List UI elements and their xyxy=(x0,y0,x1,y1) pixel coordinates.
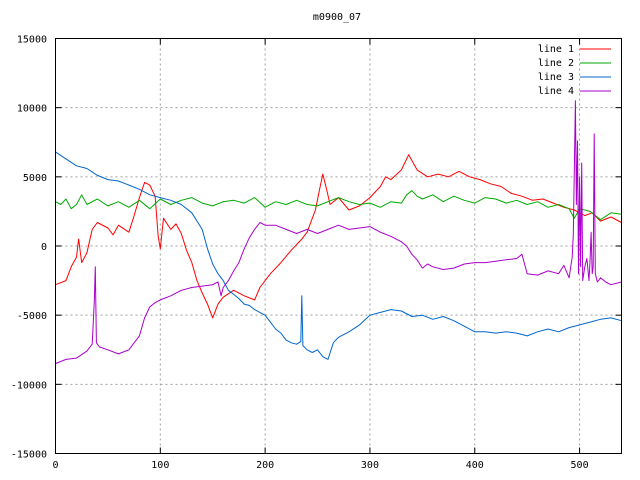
chart-title: m0900_07 xyxy=(313,12,361,23)
legend-label: line 3 xyxy=(538,72,574,83)
series-line-1 xyxy=(55,154,622,319)
x-tick-label: 300 xyxy=(361,460,379,471)
series-line-3 xyxy=(55,151,622,360)
legend-label: line 4 xyxy=(538,86,574,97)
y-tick-label: 5000 xyxy=(23,173,47,184)
legend-label: line 1 xyxy=(538,44,574,55)
grid xyxy=(55,38,622,454)
y-tick-label: -10000 xyxy=(11,380,47,391)
y-tick-label: 15000 xyxy=(17,35,47,46)
series-line-2 xyxy=(55,190,622,221)
legend-label: line 2 xyxy=(538,58,574,69)
legend: line 1 line 2 line 3 line 4 xyxy=(538,44,611,97)
y-tick-label: -5000 xyxy=(17,311,47,322)
y-tick-label: -15000 xyxy=(11,450,47,461)
series-line-4 xyxy=(55,100,622,365)
x-tick-label: 100 xyxy=(151,460,169,471)
x-tick-label: 200 xyxy=(256,460,274,471)
y-tick-label: 0 xyxy=(41,242,47,253)
axis-ticks xyxy=(55,38,622,454)
x-tick-label: 400 xyxy=(466,460,484,471)
axis-tick-labels: 0 100 200 300 400 500 -15000 -10000 -5000 0 5000 10… xyxy=(11,35,589,472)
y-tick-label: 10000 xyxy=(17,104,47,115)
series-lines xyxy=(55,100,622,365)
x-tick-label: 0 xyxy=(52,460,58,471)
x-tick-label: 500 xyxy=(571,460,589,471)
